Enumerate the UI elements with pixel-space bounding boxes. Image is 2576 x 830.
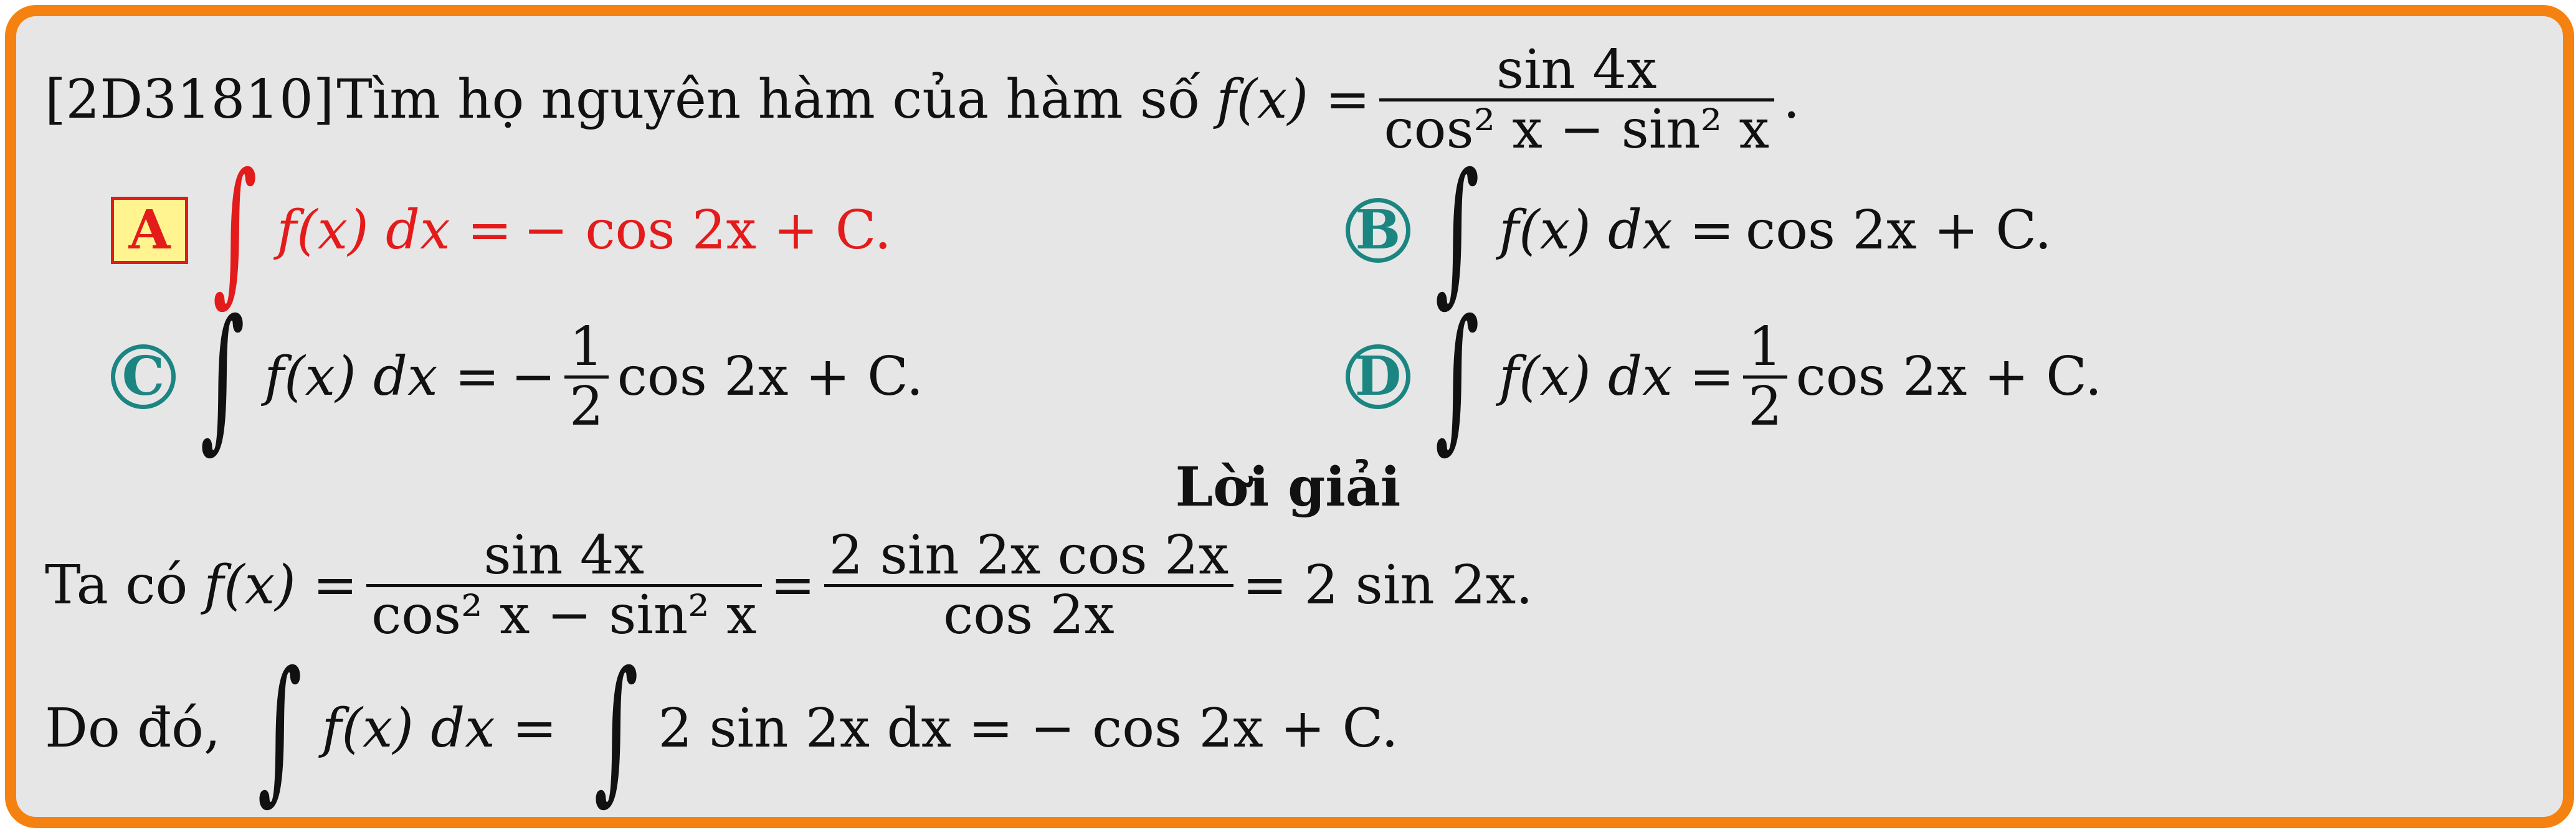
- question-fraction-num: sin 4x: [1496, 39, 1657, 101]
- question-text: Tìm họ nguyên hàm của hàm số: [336, 68, 1200, 131]
- question-line: [2D31810] Tìm họ nguyên hàm của hàm số f…: [45, 31, 1800, 168]
- option-b-integrand: f(x) dx =: [1499, 199, 1734, 262]
- fraction-bar: [366, 583, 762, 587]
- fraction-bar: [1742, 375, 1787, 379]
- solution-frac1-num: sin 4x: [483, 524, 645, 587]
- solution-line1-lhs: f(x) =: [204, 554, 358, 616]
- question-code: [2D31810]: [45, 68, 335, 131]
- option-d-frac-den: 2: [1747, 375, 1782, 438]
- solution-frac2-den: cos 2x: [943, 583, 1115, 646]
- solution-fraction-2: 2 sin 2x cos 2x cos 2x: [824, 527, 1234, 643]
- option-a[interactable]: A ∫ f(x) dx = − cos 2x + C.: [111, 139, 891, 321]
- integral-icon: ∫: [257, 638, 303, 819]
- solution-heading: Lời giải: [1175, 456, 1401, 519]
- integral-icon: ∫: [200, 286, 245, 467]
- solution-line1-eq: =: [770, 554, 815, 616]
- fraction-bar: [824, 583, 1234, 587]
- solution-line2-integrand2: 2 sin 2x dx = − cos 2x + C.: [658, 697, 1399, 760]
- question-end: .: [1782, 68, 1800, 131]
- solution-line1-prefix: Ta có: [45, 554, 188, 616]
- solution-fraction-1: sin 4x cos² x − sin² x: [366, 524, 762, 646]
- option-a-integrand: f(x) dx =: [277, 199, 512, 262]
- solution-line2-integrand1: f(x) dx =: [321, 697, 558, 760]
- fraction-bar: [1379, 98, 1774, 101]
- solution-line-1: Ta có f(x) = sin 4x cos² x − sin² x = 2 …: [45, 517, 1533, 654]
- question-function: f(x) =: [1216, 68, 1371, 131]
- solution-line2-prefix: Do đó,: [45, 697, 221, 760]
- option-c-fraction: 1 2: [564, 319, 609, 435]
- option-d-rhs: cos 2x + C.: [1795, 346, 2103, 408]
- option-c[interactable]: C ∫ f(x) dx = − 1 2 cos 2x + C.: [111, 286, 924, 467]
- solution-line-2: Do đó, ∫ f(x) dx = ∫ 2 sin 2x dx = − cos…: [45, 638, 1399, 819]
- solution-line1-rhs: = 2 sin 2x.: [1242, 554, 1533, 616]
- solution-frac1-den: cos² x − sin² x: [371, 583, 757, 646]
- fraction-bar: [564, 375, 609, 379]
- option-d-fraction: 1 2: [1742, 316, 1787, 438]
- problem-card: [5, 5, 2574, 828]
- option-b-rhs: cos 2x + C.: [1745, 199, 2052, 262]
- solution-frac2-num: 2 sin 2x cos 2x: [829, 524, 1229, 587]
- option-d-integrand: f(x) dx =: [1499, 346, 1734, 408]
- option-c-frac-den: 2: [569, 375, 604, 438]
- option-b[interactable]: B ∫ f(x) dx = cos 2x + C.: [1346, 139, 2052, 321]
- option-a-rhs: − cos 2x + C.: [523, 199, 891, 262]
- option-c-frac-num: 1: [569, 316, 604, 379]
- option-c-rhs: cos 2x + C.: [617, 346, 924, 408]
- option-c-integrand: f(x) dx =: [264, 346, 500, 408]
- integral-icon: ∫: [1435, 139, 1480, 321]
- option-c-label: C: [111, 344, 176, 409]
- option-d-label: D: [1346, 344, 1410, 409]
- option-c-sign: −: [510, 346, 556, 408]
- integral-icon: ∫: [594, 638, 639, 819]
- integral-icon: ∫: [1435, 286, 1480, 467]
- integral-icon: ∫: [212, 139, 257, 321]
- option-d-frac-num: 1: [1747, 316, 1782, 379]
- question-fraction: sin 4x cos² x − sin² x: [1379, 42, 1774, 158]
- option-d[interactable]: D ∫ f(x) dx = 1 2 cos 2x + C.: [1346, 286, 2103, 467]
- option-a-label: A: [111, 197, 188, 264]
- question-fraction-den: cos² x − sin² x: [1384, 98, 1769, 161]
- option-b-label: B: [1346, 198, 1410, 263]
